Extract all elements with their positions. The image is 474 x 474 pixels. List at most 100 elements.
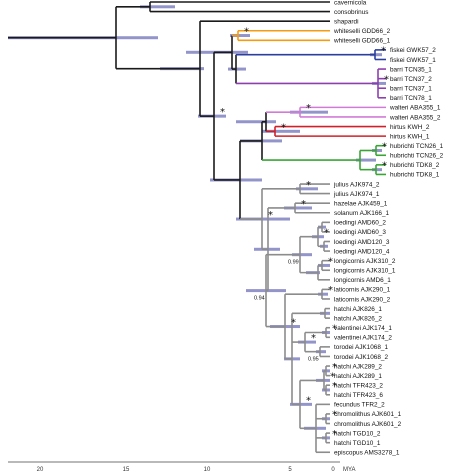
taxon-label: valentinei AJK174_2 bbox=[334, 335, 392, 342]
taxon-label: hatchi AJK826_1 bbox=[334, 306, 382, 313]
hpd-bar bbox=[230, 34, 250, 38]
taxon-label: hatchi TFR423_6 bbox=[334, 392, 383, 399]
support-star: * bbox=[332, 381, 337, 392]
support-star: * bbox=[382, 161, 387, 172]
taxon-label: longicornis AMD6_1 bbox=[334, 277, 391, 284]
taxon-label: julius AJK974_1 bbox=[333, 191, 380, 198]
taxon-label: hatchi TGD10_2 bbox=[334, 430, 381, 437]
hpd-bar bbox=[370, 53, 382, 57]
support-star: * bbox=[332, 410, 337, 421]
axis-tick-label-20: 20 bbox=[37, 467, 44, 473]
taxon-label: barri TCN35_1 bbox=[390, 66, 432, 73]
hpd-bar bbox=[318, 292, 328, 296]
taxon-label: loedingi AMD60_2 bbox=[334, 220, 386, 227]
axis-unit-label: MYA bbox=[343, 467, 356, 473]
taxon-label: hatchi TFR423_2 bbox=[334, 383, 383, 390]
axis-tick-label-5: 5 bbox=[288, 467, 292, 473]
support-star: * bbox=[306, 395, 311, 406]
taxon-label: hubrichti TCN26_1 bbox=[390, 143, 444, 150]
taxon-label: loedingi AMD120_4 bbox=[334, 248, 390, 255]
support-star: * bbox=[332, 429, 337, 440]
taxon-label: hirtus KWH_2 bbox=[390, 124, 430, 131]
taxon-label: cavernicola bbox=[334, 0, 367, 6]
support-star: * bbox=[332, 362, 337, 373]
hpd-bar bbox=[292, 253, 312, 257]
hpd-bar bbox=[290, 402, 312, 406]
support-star: * bbox=[281, 122, 286, 133]
support-star: * bbox=[301, 199, 306, 210]
hpd-bar bbox=[316, 350, 326, 354]
taxon-label: barri TCN78_1 bbox=[390, 95, 432, 102]
hpd-bar bbox=[296, 187, 318, 191]
time-axis: 20 15 10 5 0 MYA bbox=[8, 461, 356, 473]
hpd-bar bbox=[298, 340, 316, 344]
taxon-label: hirtus KWH_1 bbox=[390, 133, 430, 140]
taxon-label: hubrichti TCN26_2 bbox=[390, 153, 444, 160]
support-star: * bbox=[332, 324, 337, 335]
taxon-label: julius AJK974_2 bbox=[333, 181, 380, 188]
hpd-bar bbox=[290, 110, 328, 114]
taxon-label: walteri ABA355_2 bbox=[389, 114, 441, 121]
support-star: * bbox=[384, 74, 389, 85]
taxon-label: loedingi AMD60_3 bbox=[334, 229, 386, 236]
hpd-bar bbox=[372, 168, 382, 172]
support-value: 0.95 bbox=[308, 357, 319, 363]
hpd-bar bbox=[262, 129, 300, 133]
taxon-label: hatchi TGD10_1 bbox=[334, 440, 381, 447]
support-star: * bbox=[324, 228, 329, 239]
hpd-bar bbox=[356, 158, 376, 162]
taxon-label: torodei AJK1068_1 bbox=[334, 344, 388, 351]
taxon-label: longicornis AJK310_2 bbox=[334, 258, 396, 265]
taxon-label: laticornis AJK290_1 bbox=[334, 287, 391, 294]
hpd-bar bbox=[318, 263, 330, 267]
support-star: * bbox=[311, 333, 316, 344]
taxon-label: walteri ABA355_1 bbox=[389, 105, 441, 112]
hpd-bar bbox=[372, 148, 382, 152]
support-star: * bbox=[382, 141, 387, 152]
taxon-label: chromolithus AJK601_2 bbox=[334, 421, 402, 428]
taxon-label: barri TCN37_2 bbox=[390, 76, 432, 83]
hpd-bar bbox=[236, 120, 276, 124]
support-star: * bbox=[330, 371, 335, 382]
support-value: 0.99 bbox=[288, 260, 299, 266]
taxon-label: consobrinus bbox=[334, 9, 368, 16]
tree-branches bbox=[8, 1, 386, 454]
hpd-bar bbox=[284, 206, 312, 210]
taxon-label: hatchi AJK289_2 bbox=[334, 363, 382, 370]
taxon-label: longicornis AJK310_1 bbox=[334, 268, 396, 275]
taxon-label: solanum AJK166_1 bbox=[334, 210, 390, 217]
node-support-marks: ***********0.940.99******0.95****** bbox=[220, 27, 389, 440]
support-star: * bbox=[306, 103, 311, 114]
support-star: * bbox=[328, 285, 333, 296]
taxon-label: hubrichti TDK8_2 bbox=[390, 162, 440, 169]
axis-tick-label-10: 10 bbox=[204, 467, 211, 473]
taxon-label: whiteselli GDD66_1 bbox=[333, 38, 391, 45]
axis-tick-label-15: 15 bbox=[123, 467, 130, 473]
hpd-bar bbox=[228, 67, 246, 71]
support-star: * bbox=[328, 256, 333, 267]
taxon-label: chromolithus AJK601_1 bbox=[334, 411, 402, 418]
taxon-label: torodei AJK1068_2 bbox=[334, 354, 388, 361]
support-star: * bbox=[291, 318, 296, 329]
taxon-label: fiskei GWK57_1 bbox=[390, 57, 436, 64]
taxon-label: laticornis AJK290_2 bbox=[334, 296, 391, 303]
taxon-labels: cavernicola consobrinus shapardi whiteselli… bbox=[333, 0, 444, 457]
taxon-label: valentinei AJK174_1 bbox=[334, 325, 392, 332]
taxon-label: episcopus AMS3278_1 bbox=[334, 450, 400, 457]
hpd-bar bbox=[372, 81, 386, 85]
taxon-label: barri TCN37_1 bbox=[390, 86, 432, 93]
taxon-label: loedingi AMD120_3 bbox=[334, 239, 390, 246]
support-star: * bbox=[306, 180, 311, 191]
support-value: 0.94 bbox=[254, 296, 265, 302]
taxon-label: hubrichti TDK8_1 bbox=[390, 172, 440, 179]
support-star: * bbox=[381, 46, 386, 57]
hpd-bar bbox=[140, 5, 175, 9]
support-star: * bbox=[244, 27, 249, 38]
taxon-label: hatchi AJK289_1 bbox=[334, 373, 382, 380]
taxon-label: whiteselli GDD66_2 bbox=[333, 28, 391, 35]
support-star: * bbox=[268, 210, 273, 221]
taxon-label: fiskei GWK57_2 bbox=[390, 47, 436, 54]
taxon-label: hatchi AJK826_2 bbox=[334, 315, 382, 322]
taxon-label: hazelae AJK459_1 bbox=[334, 200, 388, 207]
